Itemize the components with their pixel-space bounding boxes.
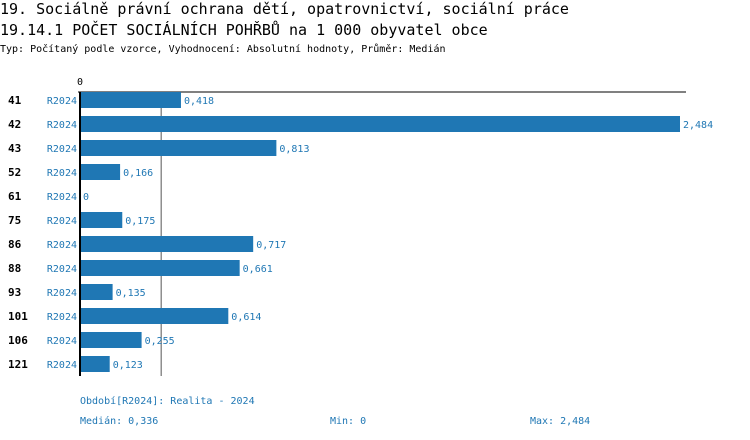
value-label: 0,166 <box>123 168 153 179</box>
value-label: 2,484 <box>683 120 713 131</box>
footer-max: Max: 2,484 <box>530 416 591 427</box>
value-label: 0,717 <box>256 240 286 251</box>
series-label: R2024 <box>47 120 77 131</box>
category-label: 52 <box>8 166 21 179</box>
category-label: 75 <box>8 214 21 227</box>
series-label: R2024 <box>47 144 77 155</box>
series-label: R2024 <box>47 288 77 299</box>
value-label: 0,661 <box>243 264 273 275</box>
footer-median: Medián: 0,336 <box>80 416 159 427</box>
category-label: 101 <box>8 310 28 323</box>
value-label: 0,813 <box>279 144 309 155</box>
value-label: 0,255 <box>145 336 175 347</box>
chart-subtitle: 19.14.1 POČET SOCIÁLNÍCH POHŘBŮ na 1 000… <box>0 21 488 39</box>
chart-description: Typ: Počítaný podle vzorce, Vyhodnocení:… <box>0 44 446 55</box>
series-label: R2024 <box>47 216 77 227</box>
footer-period: Období[R2024]: Realita - 2024 <box>80 396 255 407</box>
category-label: 41 <box>8 94 22 107</box>
category-label: 43 <box>8 142 21 155</box>
series-label: R2024 <box>47 360 77 371</box>
series-label: R2024 <box>47 96 77 107</box>
series-label: R2024 <box>47 264 77 275</box>
bar <box>80 140 277 156</box>
series-label: R2024 <box>47 240 77 251</box>
value-label: 0 <box>83 192 89 203</box>
category-label: 61 <box>8 190 22 203</box>
footer-min: Min: 0 <box>330 416 367 427</box>
category-label: 106 <box>8 334 28 347</box>
value-label: 0,175 <box>125 216 155 227</box>
x-tick-label: 0 <box>77 77 83 88</box>
bar <box>80 308 229 324</box>
bar <box>80 212 123 228</box>
value-label: 0,123 <box>113 360 143 371</box>
series-label: R2024 <box>47 192 77 203</box>
category-label: 93 <box>8 286 21 299</box>
value-label: 0,614 <box>231 312 261 323</box>
bar <box>80 260 240 276</box>
value-label: 0,418 <box>184 96 214 107</box>
bar <box>80 356 110 372</box>
chart-title: 19. Sociálně právní ochrana dětí, opatro… <box>0 0 569 18</box>
bar <box>80 92 181 108</box>
bar <box>80 164 121 180</box>
series-label: R2024 <box>47 336 77 347</box>
category-label: 86 <box>8 238 22 251</box>
bar <box>80 116 680 132</box>
bar <box>80 284 113 300</box>
series-label: R2024 <box>47 312 77 323</box>
bar <box>80 236 254 252</box>
series-label: R2024 <box>47 168 77 179</box>
category-label: 42 <box>8 118 21 131</box>
bar <box>80 332 142 348</box>
value-label: 0,135 <box>116 288 146 299</box>
category-label: 121 <box>8 358 28 371</box>
category-label: 88 <box>8 262 21 275</box>
